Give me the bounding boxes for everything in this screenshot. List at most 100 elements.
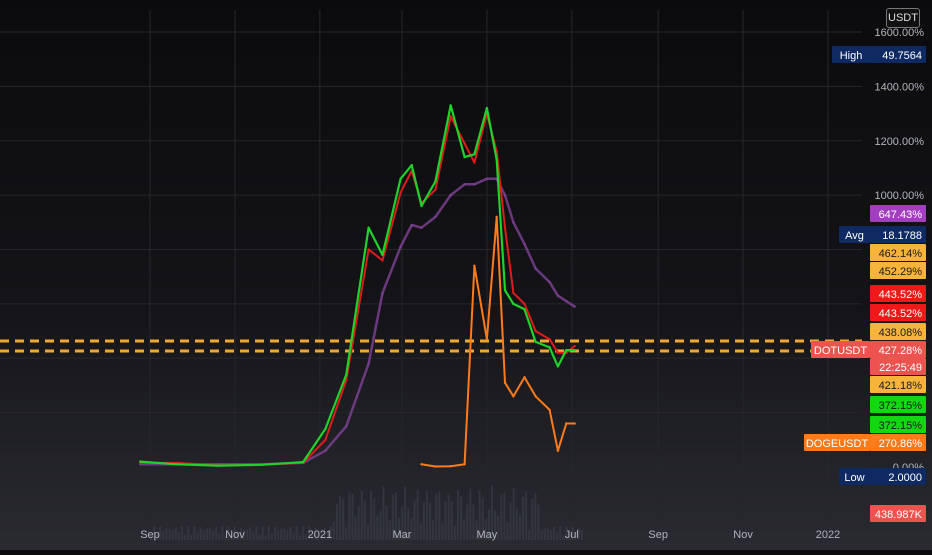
volume-bar [438, 491, 441, 540]
data-point [139, 460, 142, 463]
data-point [503, 193, 507, 197]
volume-bar [202, 530, 205, 540]
data-point [503, 226, 507, 229]
volume-bar [208, 528, 211, 540]
volume-bar [342, 498, 345, 540]
volume-bar [565, 526, 568, 540]
volume-bar [184, 534, 187, 540]
label-high-value-bg [870, 46, 926, 63]
volume-bar [509, 502, 512, 540]
label-dogeusdt-value-bg [870, 434, 926, 451]
volume-bar [487, 509, 490, 540]
label-low-value-bg [870, 468, 926, 485]
level-lines [0, 339, 862, 353]
volume-bar [277, 530, 280, 540]
volume-bar [528, 529, 531, 540]
data-point [573, 344, 576, 348]
volume-bar [199, 527, 202, 540]
data-point [381, 253, 384, 257]
x-tick-label: Nov [733, 529, 753, 541]
data-point [410, 164, 413, 167]
volume-bar [354, 516, 357, 540]
volume-bar [382, 486, 385, 540]
data-point [449, 115, 452, 118]
volume-bar [205, 528, 208, 540]
volume-bar [546, 528, 549, 540]
data-point [399, 177, 402, 181]
volume-bar [537, 504, 540, 540]
data-point [463, 155, 466, 159]
volume-bar [274, 527, 276, 540]
volume-bar [181, 526, 183, 540]
volume-bar [367, 525, 369, 540]
volume-bar [243, 529, 245, 540]
volume-bar [450, 501, 453, 540]
volume-bar [416, 489, 419, 540]
volume-bar [453, 525, 456, 540]
volume-bar [571, 526, 574, 540]
volume-bar [401, 506, 404, 540]
volume-bar [398, 517, 400, 540]
volume-bar [336, 503, 338, 540]
volume-bar [447, 494, 450, 540]
volume-bar [469, 488, 472, 540]
volume-bar [466, 504, 469, 540]
volume-bar [298, 535, 301, 540]
data-point [534, 267, 537, 270]
volume-bar [267, 526, 270, 540]
volume-bar [407, 507, 410, 540]
label-avg-value-bg [870, 226, 926, 243]
label-avg-value: 18.1788 [882, 230, 922, 242]
y-tick-label: 1400.00% [874, 81, 924, 93]
data-point [420, 226, 423, 229]
data-point [473, 153, 476, 156]
volume-bar [221, 526, 224, 540]
volume-bar [441, 523, 444, 540]
volume-bar [556, 532, 559, 540]
long-ma-line [140, 177, 576, 466]
volume-bar [379, 511, 382, 540]
data-point [512, 221, 515, 224]
data-point [523, 302, 526, 306]
volume-bar [286, 530, 289, 540]
volume-bar [301, 526, 304, 540]
data-point [548, 408, 551, 412]
volume-bar [525, 491, 528, 540]
currency-label: USDT [888, 12, 918, 24]
data-point [573, 348, 576, 352]
volume-bar [224, 535, 227, 540]
label-dogeusdt-name-bg [804, 434, 870, 451]
data-point [485, 338, 489, 341]
label-low-value: 2.0000 [888, 472, 922, 484]
data-point [523, 242, 526, 246]
data-point [399, 191, 402, 194]
data-point [523, 308, 526, 311]
data-point [260, 463, 263, 467]
label-pct-421-value-bg [870, 376, 926, 393]
volume-bar [193, 526, 196, 540]
data-point [473, 183, 476, 186]
volume-bar [531, 499, 534, 540]
volume-bar [373, 497, 376, 540]
data-point [301, 460, 305, 464]
volume-bar [522, 496, 524, 540]
currency-selector[interactable]: USDT [886, 8, 920, 28]
data-point [175, 463, 178, 466]
label-volume-value: 438.987K [875, 509, 923, 521]
slow-series-line [140, 112, 576, 467]
volume-bar [410, 518, 413, 540]
data-point [345, 425, 348, 428]
data-point [565, 422, 568, 425]
volume-bar [236, 531, 239, 540]
x-tick-label: Sep [140, 529, 160, 541]
grid [0, 10, 862, 522]
data-point [534, 395, 537, 398]
volume-bar [258, 534, 261, 540]
label-pct-452-value-bg [870, 262, 926, 279]
data-point [420, 463, 423, 466]
data-point [512, 395, 515, 398]
data-point [345, 378, 348, 382]
label-pct-421-value: 421.18% [879, 380, 923, 392]
